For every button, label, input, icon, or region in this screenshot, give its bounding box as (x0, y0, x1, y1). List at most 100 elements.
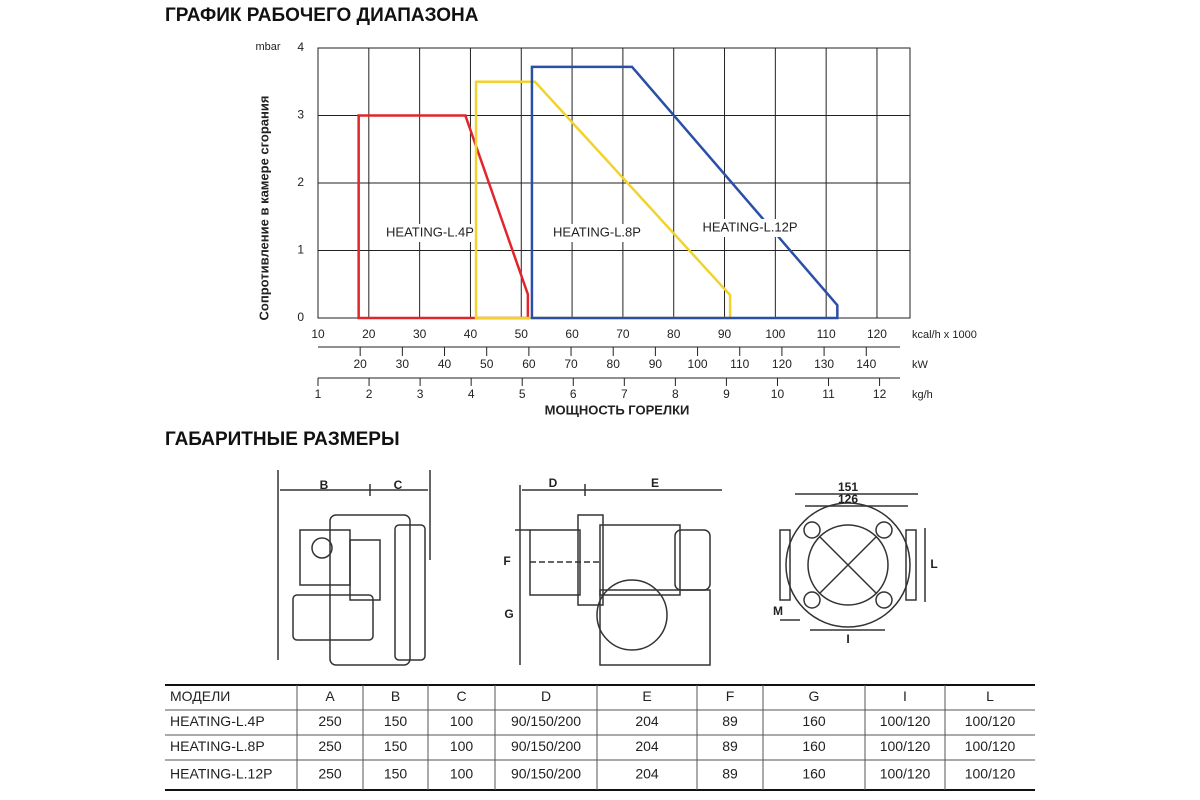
table-cell: 90/150/200 (511, 713, 581, 729)
x-tick-label: 6 (570, 387, 577, 401)
y-tick-label: 3 (297, 108, 304, 122)
x-tick-label: 70 (616, 327, 630, 341)
y-tick-label: 4 (297, 40, 304, 54)
table-cell: 89 (722, 766, 738, 782)
dimension-label: G (504, 607, 513, 621)
dimension-label: D (549, 476, 558, 490)
x-tick-label: 4 (468, 387, 475, 401)
table-cell: G (809, 688, 820, 704)
x-tick-label: 1 (315, 387, 322, 401)
table-cell: 100 (450, 766, 474, 782)
row-label: HEATING-L.12P (170, 766, 272, 782)
table-cell: B (391, 688, 400, 704)
x-tick-label: 70 (564, 357, 578, 371)
table-cell: 100/120 (965, 766, 1016, 782)
x-tick-label: 130 (814, 357, 834, 371)
dimension-label: I (846, 632, 849, 646)
axis-unit: kW (912, 359, 929, 371)
x-tick-label: 10 (771, 387, 785, 401)
table-cell: 90/150/200 (511, 738, 581, 754)
x-tick-label: 10 (311, 327, 325, 341)
x-tick-label: 9 (723, 387, 730, 401)
x-tick-label: 100 (765, 327, 785, 341)
front-view-drawing (515, 484, 722, 666)
dimension-label: C (394, 478, 403, 492)
table-cell: 150 (384, 738, 408, 754)
x-tick-label: 90 (649, 357, 663, 371)
axis-unit: kg/h (912, 389, 933, 401)
x-tick-label: 30 (413, 327, 427, 341)
table-cell: 100 (450, 738, 474, 754)
dimension-label: E (651, 476, 659, 490)
x-tick-label: 40 (438, 357, 452, 371)
x-tick-label: 140 (856, 357, 876, 371)
table-cell: I (903, 688, 907, 704)
table-cell: 250 (318, 713, 342, 729)
dimension-label: L (930, 557, 937, 571)
x-axis-title: МОЩНОСТЬ ГОРЕЛКИ (545, 402, 690, 417)
table-cell: 100/120 (880, 738, 931, 754)
x-tick-label: 50 (480, 357, 494, 371)
x-tick-label: 30 (396, 357, 410, 371)
spec-table: МОДЕЛИ A B C D E F G I L HEATING-L.4P 250 150 100 90/1… (165, 684, 1035, 791)
dimension-label: M (773, 604, 783, 618)
table-cell: D (541, 688, 551, 704)
x-tick-label: 2 (366, 387, 373, 401)
range-outline (357, 114, 530, 320)
y-axis-label: Сопротивление в камере сгорания (256, 96, 271, 321)
table-cell: 204 (635, 738, 659, 754)
x-tick-label: 20 (362, 327, 376, 341)
side-view-drawing (277, 470, 431, 666)
x-tick-label: 110 (730, 357, 749, 371)
x-unit: kcal/h x 1000 (912, 329, 977, 341)
x-tick-label: 80 (667, 327, 681, 341)
table-cell: 100/120 (965, 738, 1016, 754)
x-tick-label: 3 (417, 387, 424, 401)
dimension-label: F (503, 554, 510, 568)
table-cell: C (456, 688, 466, 704)
dimension-label: 151 (838, 480, 858, 494)
series-label: HEATING-L.12P (702, 219, 797, 234)
table-cell: 160 (802, 713, 826, 729)
row-label: МОДЕЛИ (170, 688, 230, 704)
x-tick-label: 120 (867, 327, 887, 341)
table-cell: A (325, 688, 335, 704)
y-tick-label: 1 (297, 243, 304, 257)
table-cell: 204 (635, 766, 659, 782)
x-tick-label: 120 (772, 357, 792, 371)
table-cell: 100 (450, 713, 474, 729)
range-outline (474, 80, 732, 320)
row-label: HEATING-L.4P (170, 713, 265, 729)
chart-heading: ГРАФИК РАБОЧЕГО ДИАПАЗОНА (165, 5, 479, 26)
dimensions-heading: ГАБАРИТНЫЕ РАЗМЕРЫ (165, 429, 400, 450)
row-label: HEATING-L.8P (170, 738, 265, 754)
dimension-label: B (320, 478, 329, 492)
table-cell: 250 (318, 766, 342, 782)
flange-drawing (779, 493, 926, 631)
table-cell: 150 (384, 713, 408, 729)
y-tick-label: 2 (297, 175, 304, 189)
y-tick-label: 0 (297, 310, 304, 324)
range-outline (530, 65, 839, 320)
label-background (374, 224, 486, 242)
table-cell: 160 (802, 738, 826, 754)
table-cell: 250 (318, 738, 342, 754)
x-tick-label: 60 (565, 327, 579, 341)
x-tick-label: 11 (822, 387, 835, 401)
dimension-label: 126 (838, 492, 858, 506)
table-cell: 160 (802, 766, 826, 782)
label-background (694, 219, 806, 237)
y-unit: mbar (255, 41, 280, 53)
x-tick-label: 60 (522, 357, 536, 371)
table-cell: 204 (635, 713, 659, 729)
x-tick-label: 80 (607, 357, 621, 371)
series-label: HEATING-L.8P (553, 224, 641, 239)
label-background (541, 224, 653, 242)
x-tick-label: 12 (873, 387, 887, 401)
table-cell: F (726, 688, 735, 704)
table-cell: E (642, 688, 651, 704)
